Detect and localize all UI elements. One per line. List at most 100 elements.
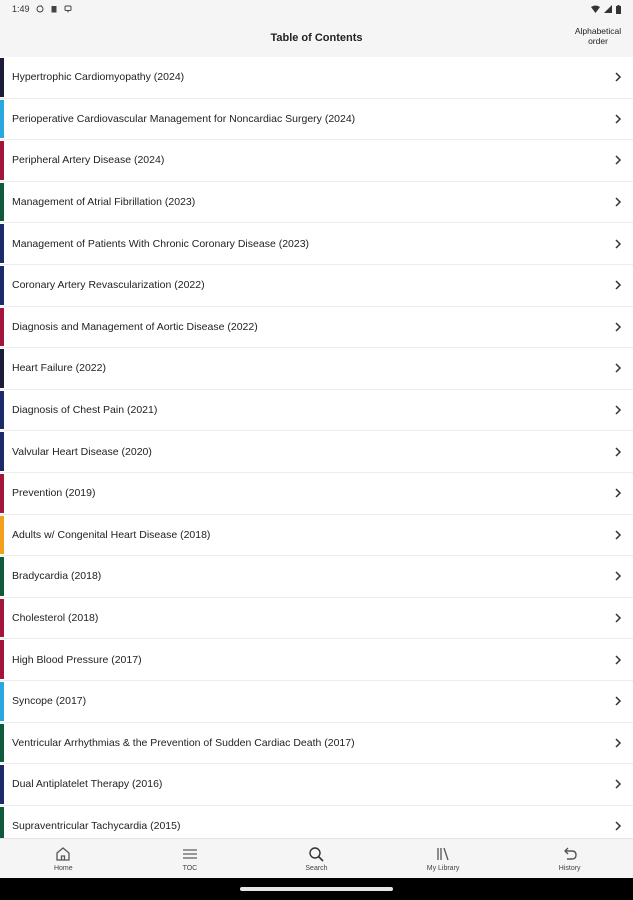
color-stripe [0,265,4,305]
color-stripe [0,141,4,180]
list-item-label: Syncope (2017) [12,695,87,708]
color-stripe [0,307,4,347]
color-stripe [0,598,4,638]
list-item[interactable]: Supraventricular Tachycardia (2015) [0,805,633,838]
nav-toc[interactable]: TOC [145,845,235,872]
list-item[interactable]: Management of Patients With Chronic Coro… [0,223,633,265]
color-stripe [0,473,4,513]
list-item-label: Management of Atrial Fibrillation (2023) [12,196,196,209]
chevron-right-icon [615,488,622,498]
list-item-label: Peripheral Artery Disease (2024) [12,154,165,167]
list-item[interactable]: Diagnosis of Chest Pain (2021) [0,389,633,432]
list-item-label: Adults w/ Congenital Heart Disease (2018… [12,528,211,541]
alphabetical-order-button[interactable]: Alphabetical order [574,26,622,46]
list-item-label: Management of Patients With Chronic Coro… [12,237,310,250]
color-stripe [0,723,4,763]
list-item[interactable]: Heart Failure (2022) [0,348,633,390]
list-item-label: Supraventricular Tachycardia (2015) [12,819,181,832]
list-item[interactable]: Prevention (2019) [0,472,633,515]
list-item[interactable]: Ventricular Arrhythmias & the Prevention… [0,722,633,765]
page-title: Table of Contents [270,31,363,44]
nav-home-label: Home [53,865,73,872]
color-stripe [0,58,4,97]
nav-toc-label: TOC [182,865,198,872]
list-item[interactable]: Valvular Heart Disease (2020) [0,431,633,473]
clipboard-icon [51,6,57,13]
app-bar: Table of Contents Alphabetical order [0,18,633,57]
list-item-label: High Blood Pressure (2017) [12,653,142,666]
chevron-right-icon [615,613,622,623]
color-stripe [0,390,4,430]
list-item-label: Heart Failure (2022) [12,362,106,375]
signal-icon [604,5,612,13]
nav-search[interactable]: Search [271,845,361,872]
list-item-label: Perioperative Cardiovascular Management … [12,112,356,125]
list-item[interactable]: Diagnosis and Management of Aortic Disea… [0,306,633,349]
chevron-right-icon [615,738,622,748]
chevron-right-icon [615,655,622,665]
color-stripe [0,765,4,804]
sync-icon [36,5,44,13]
nav-my-library-label: My Library [426,865,460,872]
chevron-right-icon [615,779,622,789]
chevron-right-icon [615,72,622,82]
list-item[interactable]: Peripheral Artery Disease (2024) [0,140,633,182]
nav-history-label: History [558,865,581,872]
list-item-label: Prevention (2019) [12,487,96,500]
notification-icon [64,5,72,13]
list-item-label: Ventricular Arrhythmias & the Prevention… [12,736,355,749]
chevron-right-icon [615,405,622,415]
list-item[interactable]: High Blood Pressure (2017) [0,639,633,681]
chevron-right-icon [615,530,622,540]
nav-search-label: Search [305,865,328,872]
list-item-label: Bradycardia (2018) [12,570,102,583]
list-item[interactable]: Adults w/ Congenital Heart Disease (2018… [0,514,633,557]
list-item[interactable]: Hypertrophic Cardiomyopathy (2024) [0,57,633,99]
color-stripe [0,515,4,555]
color-stripe [0,681,4,721]
color-stripe [0,557,4,596]
list-item[interactable]: Cholesterol (2018) [0,597,633,640]
home-icon [56,847,70,861]
toc-list: Hypertrophic Cardiomyopathy (2024) Periop… [0,57,633,838]
chevron-right-icon [615,821,622,831]
chevron-right-icon [615,239,622,249]
gesture-handle[interactable] [240,887,393,891]
nav-my-library[interactable]: My Library [398,845,488,872]
list-item[interactable]: Management of Atrial Fibrillation (2023) [0,181,633,224]
chevron-right-icon [615,197,622,207]
color-stripe [0,349,4,388]
chevron-right-icon [615,447,622,457]
chevron-right-icon [615,322,622,332]
color-stripe [0,640,4,679]
list-item-label: Diagnosis and Management of Aortic Disea… [12,320,258,333]
search-icon [309,847,325,862]
chevron-right-icon [615,114,622,124]
list-item[interactable]: Bradycardia (2018) [0,556,633,598]
history-icon [563,847,577,860]
list-item-label: Cholesterol (2018) [12,612,99,625]
chevron-right-icon [615,571,622,581]
list-item[interactable]: Coronary Artery Revascularization (2022) [0,264,633,307]
library-icon [437,847,449,861]
color-stripe [0,182,4,222]
chevron-right-icon [615,280,622,290]
status-time: 1:49 [12,4,30,14]
nav-home[interactable]: Home [18,845,108,872]
chevron-right-icon [615,363,622,373]
list-item-label: Coronary Artery Revascularization (2022) [12,279,205,292]
list-item-label: Valvular Heart Disease (2020) [12,445,152,458]
color-stripe [0,224,4,263]
status-left: 1:49 [12,4,72,14]
list-item-label: Dual Antiplatelet Therapy (2016) [12,778,163,791]
list-item[interactable]: Perioperative Cardiovascular Management … [0,98,633,141]
chevron-right-icon [615,155,622,166]
color-stripe [0,99,4,139]
list-item[interactable]: Syncope (2017) [0,680,633,723]
list-item[interactable]: Dual Antiplatelet Therapy (2016) [0,764,633,806]
nav-history[interactable]: History [525,845,615,872]
list-item-label: Hypertrophic Cardiomyopathy (2024) [12,71,185,84]
toc-icon [182,849,197,859]
gesture-bar [0,878,633,900]
wifi-icon [591,5,600,13]
